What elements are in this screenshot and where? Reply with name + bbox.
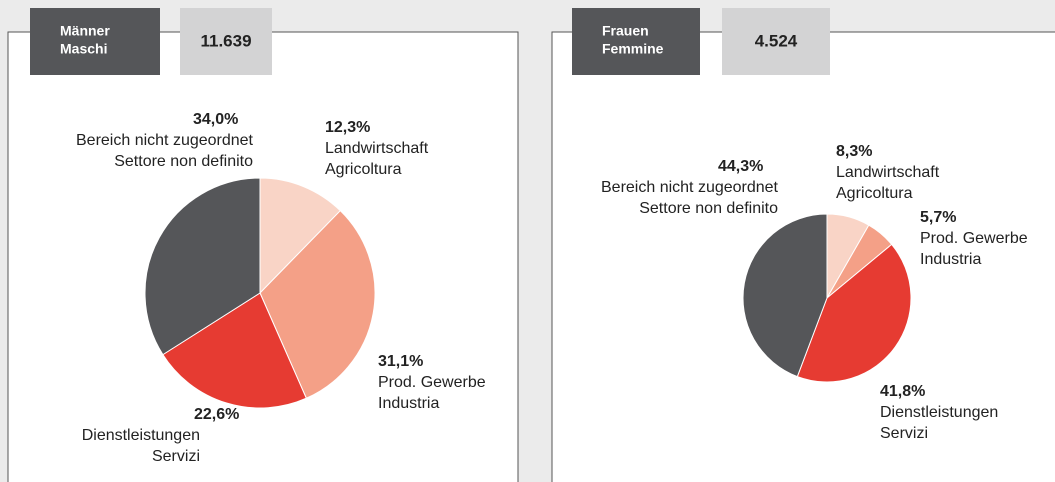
panel-title: Männer	[60, 23, 110, 39]
slice-label: Settore non definito	[114, 153, 253, 170]
slice-value-label: 5,7%	[920, 209, 956, 226]
panel-title: Femmine	[602, 41, 664, 57]
slice-value-label: 44,3%	[718, 158, 763, 175]
slice-label: Agricoltura	[325, 161, 402, 178]
slice-label: Bereich nicht zugeordnet	[601, 179, 779, 196]
slice-value-label: 41,8%	[880, 383, 925, 400]
slice-label: Prod. Gewerbe	[920, 230, 1028, 247]
slice-value-label: 12,3%	[325, 119, 370, 136]
pie-slice	[259, 209, 376, 399]
slice-label: Landwirtschaft	[325, 140, 429, 157]
pie-slice	[742, 213, 828, 378]
slice-label: Prod. Gewerbe	[378, 374, 486, 391]
slice-value-label: 22,6%	[194, 406, 239, 423]
header-box	[30, 8, 160, 75]
slice-label: Servizi	[880, 425, 928, 442]
total-box	[180, 8, 272, 75]
slice-label: Agricoltura	[836, 185, 913, 202]
slice-label: Dienstleistungen	[82, 427, 200, 444]
total: 4.524	[755, 31, 798, 50]
slice-label: Industria	[378, 395, 439, 412]
header-box	[572, 8, 700, 75]
pie-slice	[162, 292, 307, 409]
slice-label: Industria	[920, 251, 981, 268]
slice-label: Landwirtschaft	[836, 164, 940, 181]
total-box	[722, 8, 830, 75]
pie-slice	[796, 243, 912, 383]
total: 11.639	[200, 31, 251, 50]
slice-label: Servizi	[152, 448, 200, 465]
panel-title: Frauen	[602, 23, 649, 39]
slice-value-label: 34,0%	[193, 111, 238, 128]
panel-title: Maschi	[60, 41, 107, 57]
slice-value-label: 31,1%	[378, 353, 423, 370]
slice-value-label: 8,3%	[836, 143, 872, 160]
pie-slice	[259, 177, 341, 295]
slice-label: Dienstleistungen	[880, 404, 998, 421]
slice-label: Bereich nicht zugeordnet	[76, 132, 254, 149]
pie-slice	[144, 177, 261, 356]
slice-label: Settore non definito	[639, 200, 778, 217]
